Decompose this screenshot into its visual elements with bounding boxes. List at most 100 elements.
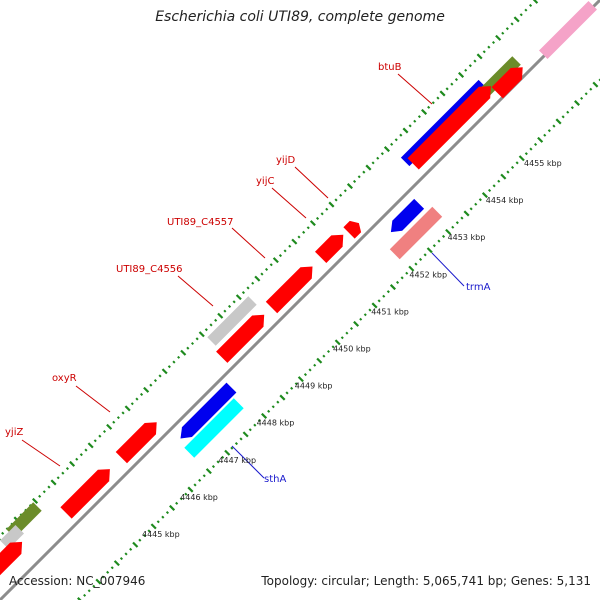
outer-tick	[491, 40, 496, 45]
outer-tick	[198, 331, 205, 338]
inner-tick	[441, 234, 446, 239]
inner-tick	[92, 584, 96, 588]
inner-tick	[87, 589, 91, 593]
outer-tick	[38, 494, 42, 498]
outer-tick	[417, 115, 421, 119]
inner-tick	[592, 81, 599, 88]
inner-tick	[455, 221, 459, 225]
inner-tick	[161, 515, 165, 519]
outer-tick	[32, 497, 39, 504]
gene-label-leader	[231, 227, 266, 259]
inner-tick	[179, 497, 183, 501]
outer-tick	[172, 360, 176, 364]
inner-tick	[506, 170, 510, 174]
outer-tick	[246, 286, 250, 290]
inner-tick	[500, 173, 507, 180]
inner-tick	[261, 412, 268, 419]
outer-tick	[288, 244, 292, 248]
gene-label-leader	[21, 439, 61, 467]
outer-tick	[75, 457, 79, 461]
inner-tick	[400, 276, 404, 280]
inner-tick	[119, 556, 124, 561]
gene-label-leader	[75, 385, 111, 413]
inner-tick	[193, 483, 197, 487]
outer-tick	[135, 397, 139, 401]
inner-tick	[382, 294, 386, 298]
inner-tick	[169, 504, 176, 511]
inner-tick	[95, 578, 102, 585]
outer-tick	[102, 429, 107, 434]
inner-tick	[537, 136, 544, 143]
inner-tick	[405, 271, 409, 275]
inner-tick	[156, 520, 160, 524]
inner-tick	[322, 354, 326, 358]
inner-tick	[124, 552, 128, 556]
inner-tick	[371, 302, 378, 309]
inner-tick	[271, 405, 275, 409]
kbp-label: 4453 kbp	[448, 233, 486, 242]
kbp-label: 4445 kbp	[142, 530, 180, 539]
inner-tick	[198, 478, 202, 482]
inner-tick	[138, 538, 142, 542]
outer-tick	[513, 16, 520, 23]
gene-feature-inner	[115, 422, 157, 464]
outer-tick	[532, 0, 539, 4]
outer-tick	[380, 152, 384, 156]
outer-tick	[291, 238, 298, 245]
outer-tick	[56, 476, 60, 480]
gene-label-yijd: yijD	[276, 155, 295, 166]
outer-tick	[139, 392, 144, 397]
outer-tick	[468, 64, 472, 68]
outer-tick	[79, 453, 83, 457]
inner-tick	[331, 345, 335, 349]
inner-tick	[257, 418, 262, 423]
outer-tick	[371, 161, 375, 165]
outer-tick	[487, 45, 491, 49]
outer-tick	[112, 420, 116, 424]
outer-tick	[421, 108, 428, 115]
gene-label-leader	[231, 445, 265, 479]
inner-tick	[574, 100, 580, 106]
outer-tick	[69, 460, 76, 467]
outer-tick	[439, 90, 446, 97]
inner-tick	[497, 179, 501, 183]
outer-tick	[376, 156, 380, 160]
inner-tick	[555, 118, 562, 125]
accession-text: Accession: NC_007946	[9, 574, 146, 588]
inner-tick	[518, 155, 525, 162]
gene-feature-inner	[491, 67, 523, 99]
inner-tick	[147, 529, 151, 533]
inner-tick	[308, 368, 312, 372]
inner-tick	[460, 216, 464, 220]
outer-tick	[528, 3, 533, 8]
outer-tick	[121, 411, 125, 415]
inner-tick	[230, 446, 234, 450]
inner-tick	[83, 593, 87, 597]
outer-tick	[383, 146, 390, 153]
outer-tick	[464, 68, 468, 72]
outer-tick	[87, 442, 94, 449]
inner-tick	[510, 165, 515, 170]
outer-tick	[186, 346, 190, 350]
inner-tick	[234, 441, 239, 446]
outer-tick	[505, 27, 509, 31]
outer-tick	[50, 479, 57, 486]
inner-tick	[487, 188, 492, 193]
gene-label-uti89_c4556: UTI89_C4556	[116, 264, 183, 275]
inner-tick	[426, 247, 433, 254]
outer-tick	[260, 272, 264, 276]
outer-tick	[325, 207, 329, 211]
inner-tick	[566, 110, 570, 114]
outer-tick	[436, 96, 440, 100]
gene-feature-outer	[539, 1, 597, 59]
inner-tick	[533, 142, 538, 147]
outer-tick	[251, 281, 255, 285]
outer-tick	[427, 105, 431, 109]
inner-tick	[132, 541, 139, 548]
gene-label-stha: sthA	[264, 474, 286, 485]
outer-tick	[402, 127, 409, 134]
outer-tick	[167, 365, 171, 369]
outer-tick	[302, 230, 306, 234]
inner-tick	[211, 464, 216, 469]
